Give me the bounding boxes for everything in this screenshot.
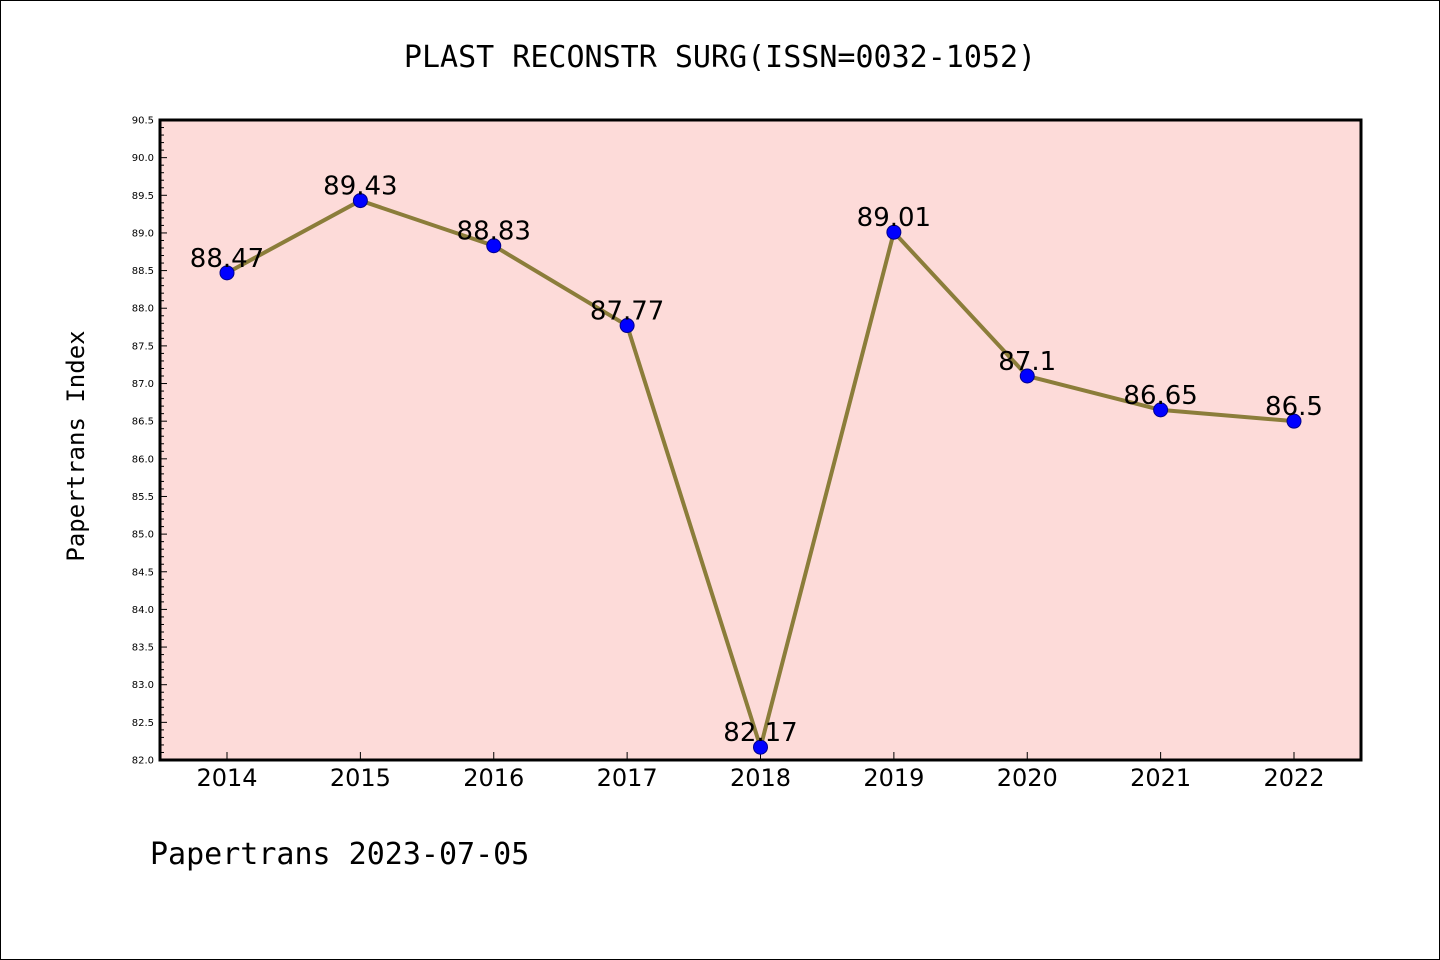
y-tick-label: 89.5 [132, 191, 154, 202]
y-tick-label: 86.5 [132, 417, 154, 428]
y-tick-label: 90.0 [132, 153, 154, 164]
y-axis-ticks: 82.0 82.5 83.0 83.5 84.0 84.5 85.0 85.5 86.0 86.5… [132, 116, 167, 767]
data-point-marker [219, 265, 235, 281]
data-value-label: 88.47 [190, 244, 264, 274]
y-tick-label: 83.0 [132, 680, 154, 691]
data-point-marker [619, 318, 635, 334]
y-tick-label: 82.0 [132, 756, 154, 767]
data-value-label: 86.5 [1265, 392, 1323, 422]
y-tick-label: 89.0 [132, 228, 154, 239]
x-tick-label: 2018 [730, 764, 791, 792]
data-point-marker [352, 193, 368, 209]
y-tick-label: 83.5 [132, 643, 154, 654]
y-tick-label: 90.5 [132, 116, 154, 127]
data-markers [219, 193, 1302, 755]
x-tick-label: 2021 [1130, 764, 1191, 792]
data-value-label: 89.01 [857, 203, 931, 233]
data-point-marker [753, 739, 768, 755]
chart-title: PLAST RECONSTR SURG(ISSN=0032-1052) [404, 40, 1036, 75]
data-value-label: 87.77 [590, 297, 664, 327]
x-tick-label: 2022 [1263, 764, 1324, 792]
data-value-label: 88.83 [457, 217, 531, 247]
y-tick-label: 86.0 [132, 454, 154, 465]
data-point-marker [886, 224, 902, 240]
x-tick-label: 2020 [997, 764, 1058, 792]
y-tick-label: 82.5 [132, 718, 154, 729]
x-tick-label: 2016 [463, 764, 524, 792]
data-value-label: 86.65 [1123, 381, 1197, 411]
y-tick-label: 87.5 [132, 341, 154, 352]
plot-area [158, 118, 1363, 762]
data-point-marker [1019, 368, 1035, 384]
data-value-label: 87.1 [998, 347, 1056, 377]
data-labels: 88.47 89.43 88.83 87.77 82.17 89.01 87.1 86.65 8… [190, 172, 1323, 749]
y-tick-label: 85.0 [132, 530, 154, 541]
y-tick-label: 87.0 [132, 379, 154, 390]
x-axis-ticks: 2014 2015 2016 2017 2018 2019 2020 2021 2022 [196, 752, 1325, 792]
y-tick-label: 84.0 [132, 605, 154, 616]
y-tick-label: 88.5 [132, 266, 154, 277]
data-point-marker [1153, 402, 1169, 418]
data-point-marker [1286, 413, 1302, 429]
y-tick-label: 85.5 [132, 492, 154, 503]
x-tick-label: 2019 [863, 764, 924, 792]
data-value-label: 89.43 [323, 172, 397, 202]
x-tick-label: 2014 [196, 764, 257, 792]
data-point-marker [486, 238, 502, 254]
y-tick-label: 88.0 [132, 304, 154, 315]
footer-text: Papertrans 2023-07-05 [150, 837, 529, 872]
x-tick-label: 2015 [330, 764, 391, 792]
x-tick-label: 2017 [597, 764, 658, 792]
y-tick-label: 84.5 [132, 567, 154, 578]
data-value-label: 82.17 [723, 718, 797, 748]
y-axis-label: Papertrans Index [62, 330, 90, 561]
